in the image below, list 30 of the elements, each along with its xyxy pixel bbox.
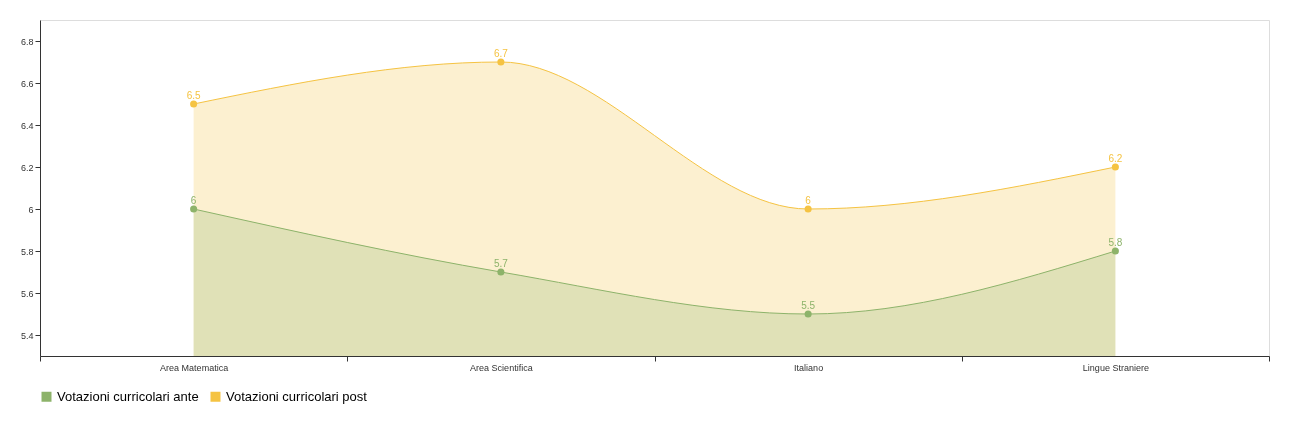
data-label: 5.5	[801, 300, 816, 311]
x-tick-label: Italiano	[794, 362, 824, 373]
data-label: 5.7	[493, 258, 509, 269]
data-label: 6	[805, 195, 812, 206]
y-tick-label: 6.2	[20, 162, 34, 173]
legend-label: Votazioni curricolari ante	[57, 388, 199, 404]
y-tick-label: 6.8	[20, 36, 34, 47]
point	[497, 58, 505, 66]
point	[804, 205, 812, 213]
point	[804, 310, 812, 318]
point	[190, 205, 198, 213]
point	[497, 268, 505, 276]
point	[190, 100, 198, 108]
point	[1111, 163, 1119, 171]
x-tick-label: Area Scientifica	[470, 362, 533, 373]
point	[1111, 247, 1119, 255]
y-tick-label: 5.6	[20, 288, 34, 299]
x-tick-label: Lingue Straniere	[1082, 362, 1149, 373]
data-label: 6.2	[1108, 153, 1123, 164]
x-tick-label: Area Matematica	[160, 362, 229, 373]
legend-label: Votazioni curricolari post	[226, 388, 368, 404]
y-tick-label: 6.4	[20, 120, 34, 131]
data-label: 6.7	[493, 48, 509, 59]
y-tick-label: 5.4	[20, 330, 34, 341]
data-label: 6.5	[186, 90, 202, 101]
data-label: 5.8	[1108, 237, 1123, 248]
y-tick-label: 6	[28, 204, 34, 215]
y-tick-label: 5.8	[20, 246, 34, 257]
y-tick-label: 6.6	[20, 78, 34, 89]
data-label: 6	[190, 195, 197, 206]
